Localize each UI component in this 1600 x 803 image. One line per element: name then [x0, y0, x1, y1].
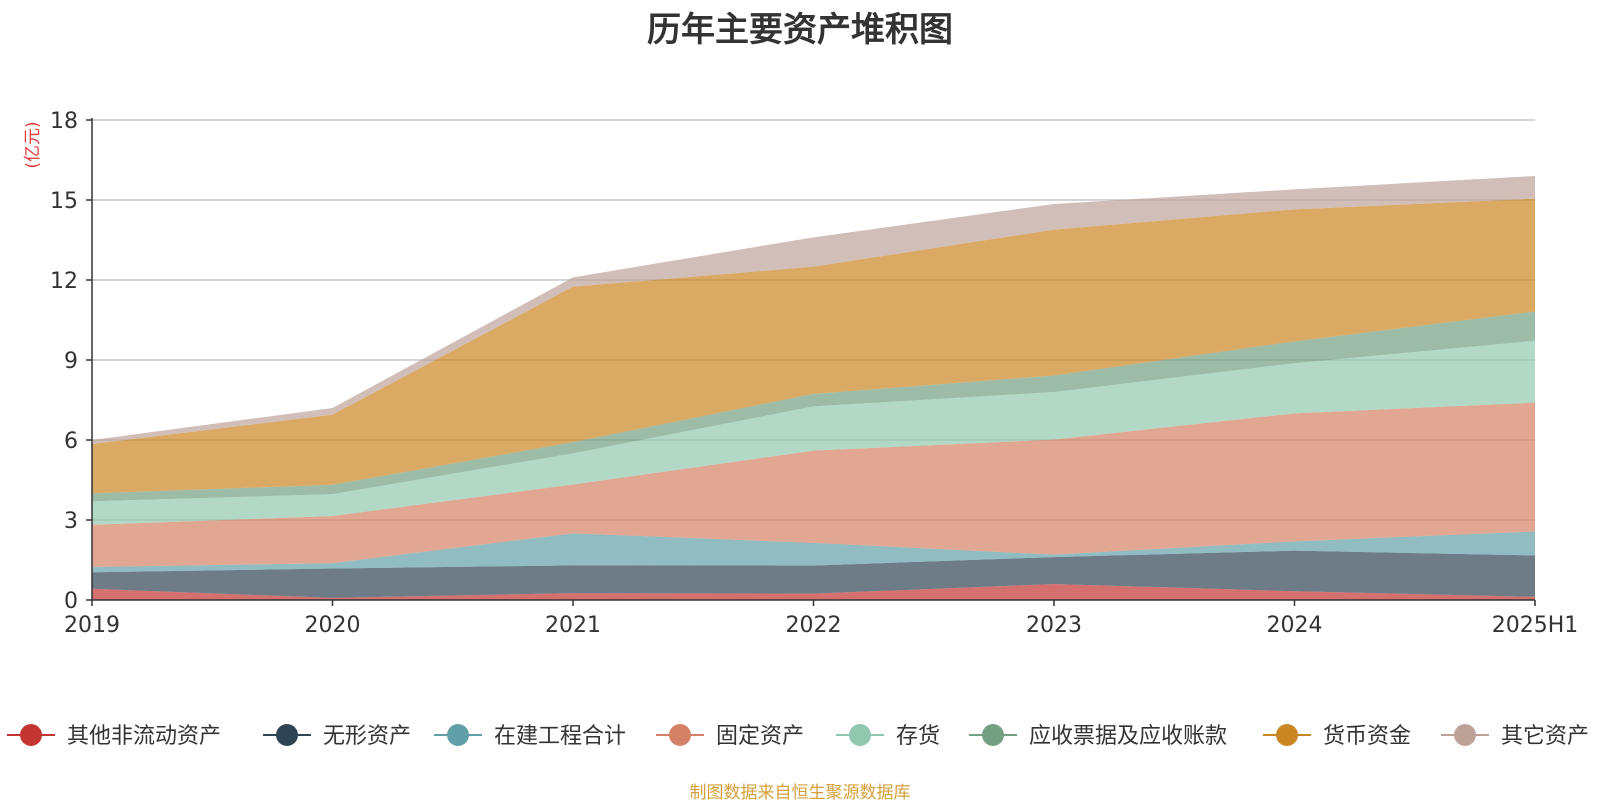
x-tick-label: 2020	[305, 613, 361, 638]
legend-label: 应收票据及应收账款	[1029, 724, 1227, 749]
x-tick-label: 2021	[545, 613, 601, 638]
legend-marker	[1276, 724, 1298, 746]
y-axis-unit-label: (亿元)	[23, 121, 43, 168]
x-tick-label: 2024	[1267, 613, 1323, 638]
legend-label: 固定资产	[716, 724, 804, 749]
legend-label: 无形资产	[323, 724, 411, 749]
y-tick-label: 15	[50, 189, 78, 214]
y-tick-label: 3	[64, 509, 78, 534]
source-note: 制图数据来自恒生聚源数据库	[689, 783, 911, 803]
y-tick-label: 0	[64, 589, 78, 614]
legend-label: 存货	[896, 724, 940, 749]
legend-item-3[interactable]: 在建工程合计	[434, 724, 626, 749]
area-series-6[interactable]	[92, 311, 1535, 502]
y-tick-label: 12	[50, 269, 78, 294]
area-series-8[interactable]	[92, 176, 1535, 444]
chart-title: 历年主要资产堆积图	[647, 10, 953, 50]
legend-marker	[20, 724, 42, 746]
area-series-1[interactable]	[92, 584, 1535, 600]
legend-item-5[interactable]: 存货	[836, 724, 940, 749]
legend-label: 其它资产	[1501, 724, 1589, 749]
legend-marker	[1454, 724, 1476, 746]
legend-marker	[669, 724, 691, 746]
y-tick-label: 18	[50, 109, 78, 134]
x-tick-label: 2019	[64, 613, 120, 638]
x-tick-label: 2025H1	[1492, 613, 1579, 638]
area-series-7[interactable]	[92, 198, 1535, 494]
area-series-4[interactable]	[92, 402, 1535, 567]
area-series-5[interactable]	[92, 340, 1535, 525]
area-series-2[interactable]	[92, 550, 1535, 598]
y-tick-label: 9	[64, 349, 78, 374]
legend-item-4[interactable]: 固定资产	[656, 724, 804, 749]
legend-label: 在建工程合计	[494, 724, 626, 749]
legend-item-6[interactable]: 应收票据及应收账款	[969, 724, 1227, 749]
legend-item-7[interactable]: 货币资金	[1263, 724, 1411, 749]
legend-marker	[849, 724, 871, 746]
legend-label: 货币资金	[1323, 724, 1411, 749]
y-tick-label: 6	[64, 429, 78, 454]
legend-item-2[interactable]: 无形资产	[263, 724, 411, 749]
legend[interactable]: 其他非流动资产 无形资产 在建工程合计 固定资产 存货 应收票据及应收账款 货币资金 其它资产	[7, 724, 1589, 749]
legend-marker	[447, 724, 469, 746]
legend-item-1[interactable]: 其他非流动资产	[7, 724, 221, 749]
legend-marker	[276, 724, 298, 746]
area-series-3[interactable]	[92, 531, 1535, 573]
legend-label: 其他非流动资产	[67, 724, 221, 749]
x-tick-label: 2022	[786, 613, 842, 638]
x-tick-label: 2023	[1026, 613, 1082, 638]
axes: 0 3 6 9 12 15 18 2019 2020 2021 2022 2023 2024 2025H1	[50, 109, 1578, 638]
legend-marker	[982, 724, 1004, 746]
legend-item-8[interactable]: 其它资产	[1441, 724, 1589, 749]
area-series-group	[92, 176, 1535, 600]
